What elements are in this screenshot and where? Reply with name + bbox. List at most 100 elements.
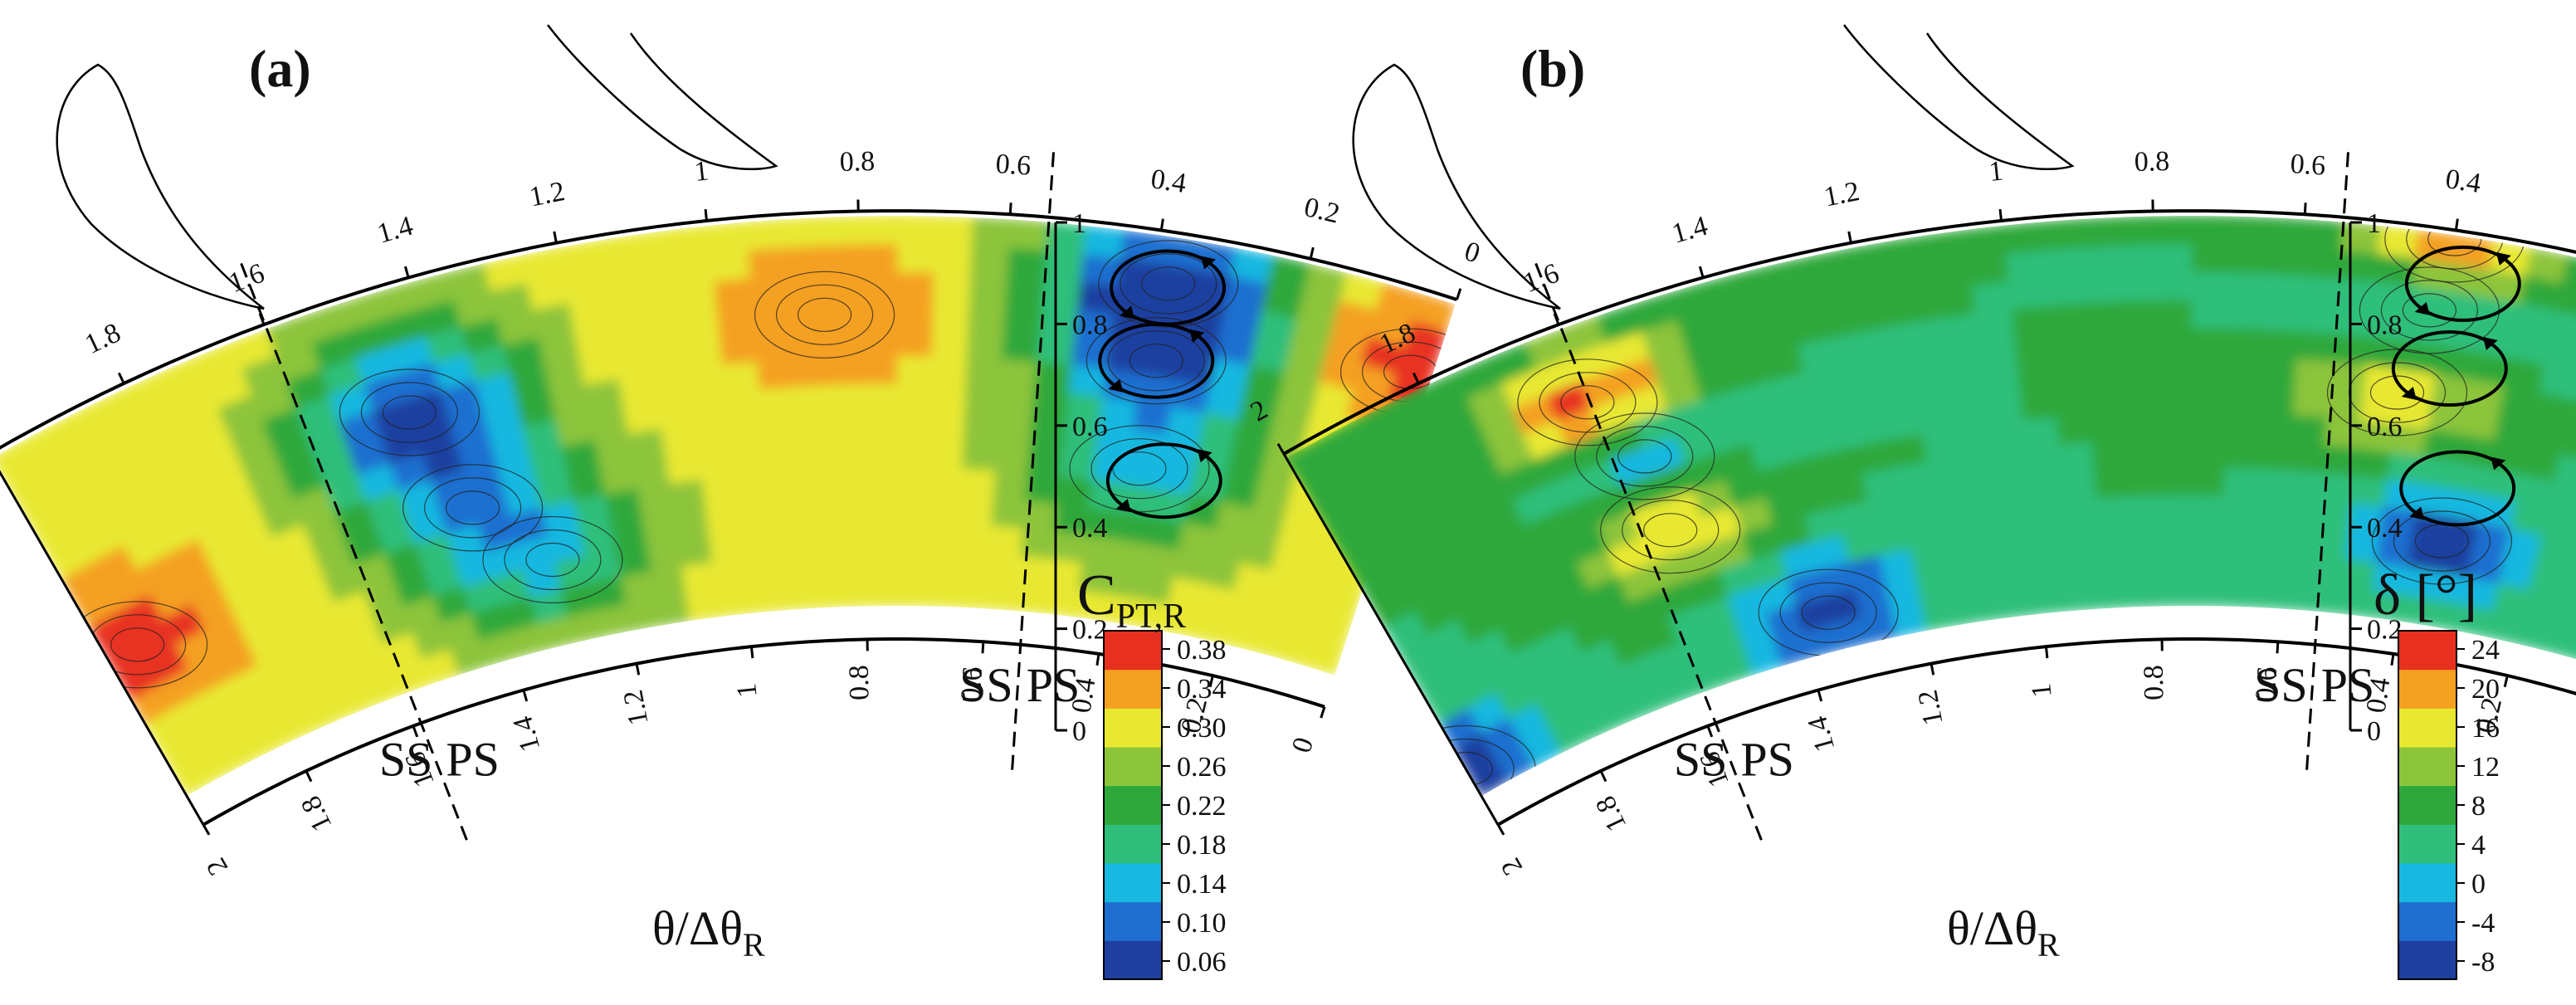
bottom-tick-label: 1.2 (1912, 687, 1949, 728)
right-tick-label: 0 (1072, 716, 1086, 747)
contour-line (1622, 500, 1720, 561)
top-tick (403, 266, 410, 278)
bottom-tick-label: 1.8 (1590, 791, 1633, 836)
colorbar-band (2398, 747, 2456, 787)
panel-b-contour-field (1286, 216, 2576, 797)
top-tick-label: 0.6 (995, 149, 1032, 182)
top-tick (1456, 288, 1462, 300)
top-tick-label: 0.6 (2290, 149, 2327, 182)
bottom-tick (522, 690, 529, 702)
colorbar-tick-label: 0.06 (1177, 947, 1227, 978)
panel-a-colorbar: 0.38 0.34 0.30 0.26 0.22 0.18 0.14 0.10 0.06 (1103, 630, 1227, 980)
pressure-side-label: PS (446, 733, 500, 787)
pressure-side-label: PS (2321, 658, 2375, 712)
panel-a-contour-field (0, 216, 1456, 797)
vortex-arrow (2414, 301, 2430, 315)
contour-line (2393, 510, 2491, 572)
top-tick (704, 208, 708, 222)
contour-line (1086, 317, 1227, 405)
right-tick-label: 1 (2367, 208, 2381, 239)
vortex-arrow (1201, 256, 1217, 270)
top-tick-label: 1.4 (1669, 211, 1711, 250)
contour-line (1098, 240, 1239, 328)
contour-line (1801, 595, 1856, 630)
contour-line (775, 284, 874, 345)
colorbar-tick-label: 0.14 (1177, 869, 1227, 900)
suction-side-label: SS (1674, 733, 1728, 787)
top-tick-label: 0 (1461, 236, 1484, 269)
vortex-arrow (1197, 449, 1212, 463)
panel-a-colorbar-title: CPT,R (1077, 563, 1186, 636)
bottom-tick (1599, 770, 1608, 783)
colorbar-band (2398, 940, 2456, 980)
contour-line (402, 464, 544, 552)
colorbar-tick-label: 0 (2471, 869, 2486, 900)
colorbar-tick-label: 0.10 (1177, 908, 1227, 939)
bottom-tick-label: 2 (1495, 852, 1530, 880)
right-tick-label: 0.4 (2367, 513, 2403, 544)
suction-side-label: SS (2254, 658, 2308, 712)
contour-line (1120, 253, 1217, 315)
wake-centerline (240, 262, 471, 846)
bottom-tick (1095, 653, 1100, 666)
bottom-tick-label: 0.8 (2139, 665, 2170, 700)
top-tick (2454, 218, 2459, 231)
bottom-tick (1706, 725, 1714, 738)
contour-line (1600, 486, 1741, 574)
vortex-arrow (1115, 499, 1131, 513)
top-tick-label: 0.8 (2134, 146, 2169, 178)
colorbar-band (2398, 824, 2456, 864)
blade-profile (1843, 24, 2075, 170)
bottom-tick-label: 1 (731, 682, 764, 700)
colorbar-tick-label: -8 (2471, 947, 2495, 978)
contour-line (1069, 425, 1210, 513)
colorbar-tick-label: 24 (2471, 635, 2500, 666)
contour-line (445, 490, 500, 525)
top-tick (1998, 208, 2003, 222)
bottom-tick (2390, 653, 2395, 666)
bottom-tick-label: 0.6 (2250, 666, 2283, 703)
wake-centerline (2305, 152, 2349, 775)
bottom-tick-label: 1.8 (295, 791, 339, 836)
right-tick-label: 0.6 (2367, 412, 2403, 442)
colorbar-band (1104, 669, 1162, 709)
vortex-arrow (1108, 378, 1124, 393)
vortex-circle (2391, 330, 2508, 407)
bottom-tick-label: 2 (201, 852, 235, 880)
top-tick (1276, 442, 1286, 455)
bottom-tick-label: 0.6 (955, 666, 988, 703)
top-tick-label: 1.6 (225, 258, 269, 299)
contour-line (2326, 349, 2468, 437)
contour-line (1574, 412, 1715, 500)
vortex-circle (1105, 442, 1222, 520)
top-axis-arc (0, 209, 1458, 450)
bottom-tick (1930, 663, 1935, 676)
bottom-tick (1817, 690, 1823, 702)
colorbar-tick-label: 0.18 (1177, 830, 1227, 861)
panel-b-label: (b) (1520, 39, 1585, 98)
colorbar-tick-label: 4 (2471, 830, 2486, 861)
bottom-tick (202, 823, 211, 836)
colorbar-band (2398, 708, 2456, 748)
panel-a-label: (a) (249, 39, 311, 98)
top-tick-label: 0.4 (1149, 163, 1188, 199)
vortex-circle (2399, 450, 2516, 527)
vortex-arrow (2409, 506, 2425, 520)
top-tick-label: 0.2 (1301, 192, 1343, 230)
contour-line (2371, 497, 2512, 585)
right-tick-label: 0 (2367, 716, 2381, 747)
contour-line (2369, 375, 2425, 410)
top-tick-label: 0.4 (2443, 163, 2482, 199)
colorbar-band (1104, 863, 1162, 903)
colorbar-tick-label: 16 (2471, 713, 2500, 744)
bottom-tick-label: 0.4 (1066, 676, 1102, 715)
bottom-tick (305, 770, 313, 783)
pressure-side-label: PS (1740, 733, 1794, 787)
top-tick (1309, 246, 1315, 260)
panel-b-x-axis-label: θ/ΔθR (1947, 901, 2060, 964)
wake-centerline (1534, 262, 1765, 846)
suction-side-label: SS (959, 658, 1013, 712)
contour-line (1141, 266, 1196, 301)
colorbar-tick-label: 0.22 (1177, 791, 1227, 822)
